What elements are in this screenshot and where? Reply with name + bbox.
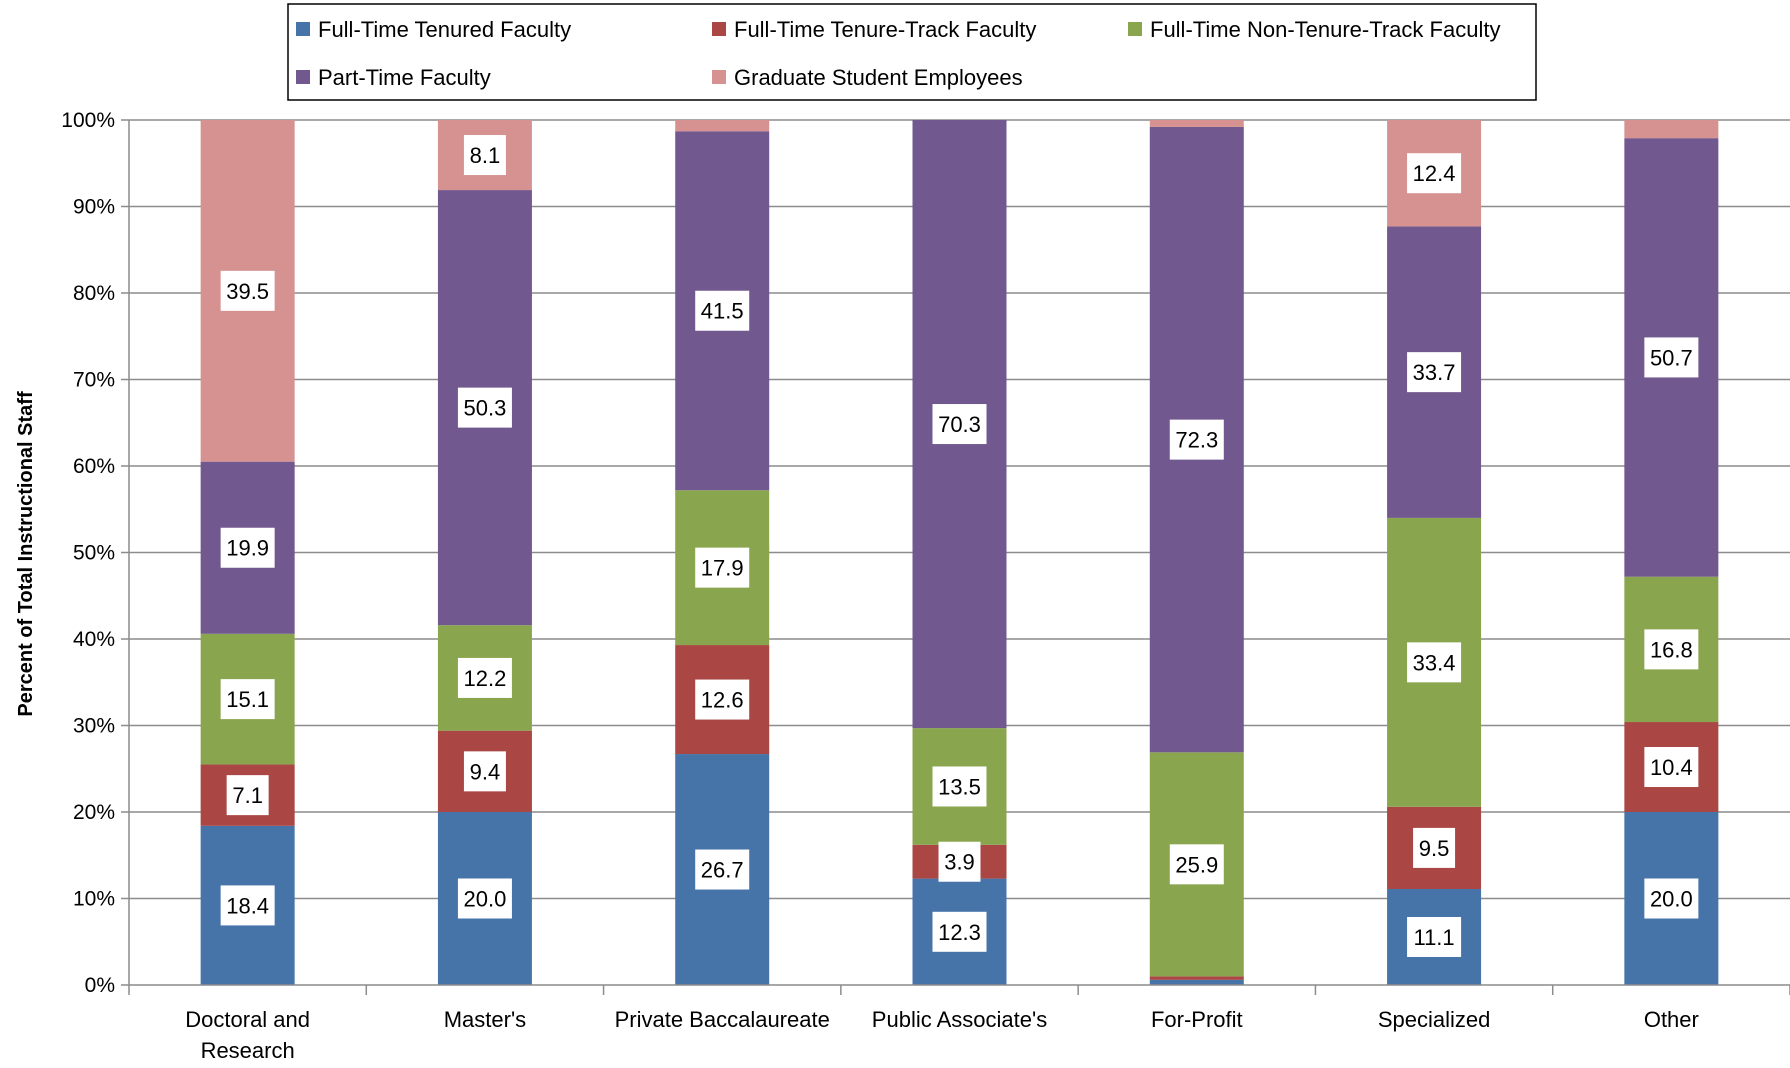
data-label-box [1407, 916, 1462, 957]
data-label-box [463, 751, 506, 792]
y-tick-label: 20% [73, 801, 115, 824]
x-tick-label: Private Baccalaureate [615, 1007, 830, 1032]
data-label-box [695, 547, 750, 588]
data-label: 33.4 [1413, 650, 1456, 675]
data-label: 9.4 [470, 759, 501, 784]
y-tick-label: 80% [73, 282, 115, 305]
data-label: 18.4 [226, 893, 269, 918]
data-label-box [457, 878, 512, 919]
legend-label: Graduate Student Employees [734, 65, 1023, 90]
data-label: 72.3 [1175, 428, 1218, 453]
data-label-box [1644, 878, 1699, 919]
data-label: 50.3 [464, 396, 507, 421]
data-label: 17.9 [701, 556, 744, 581]
bar-segment [1149, 976, 1244, 980]
y-axis-title: Percent of Total Instructional Staff [15, 391, 37, 717]
data-label-box [1644, 747, 1699, 788]
data-labels-layer: 18.4 7.1 15.1 19.9 39.5 20.0 9.4 12.2 50.3 8.1 26.… [220, 135, 1699, 957]
data-label-box [457, 657, 512, 698]
data-label-box [1169, 844, 1224, 885]
data-label-box [1413, 827, 1456, 868]
data-label: 50.7 [1650, 345, 1693, 370]
data-label-box [1407, 352, 1462, 393]
data-label-box [220, 270, 275, 311]
data-label: 15.1 [226, 687, 269, 712]
data-label-box [220, 679, 275, 720]
legend-label: Full-Time Tenured Faculty [318, 17, 571, 42]
bar-segment [1624, 120, 1719, 139]
data-label-box [695, 679, 750, 720]
data-label-box [1644, 337, 1699, 378]
bar-segment [675, 120, 770, 132]
x-tick-label: For-Profit [1151, 1007, 1243, 1032]
data-label: 8.1 [470, 143, 501, 168]
x-tick-label: Doctoral and Research [185, 1007, 310, 1063]
bar-segment [1149, 120, 1244, 127]
data-label: 9.5 [1419, 836, 1450, 861]
data-label: 19.9 [226, 536, 269, 561]
y-tick-label: 30% [73, 715, 115, 738]
data-label: 26.7 [701, 858, 744, 883]
data-label: 33.7 [1413, 360, 1456, 385]
data-label: 20.0 [464, 887, 507, 912]
data-label-box [463, 135, 506, 176]
data-label: 11.1 [1413, 925, 1454, 950]
data-label: 7.1 [232, 783, 263, 808]
data-label-box [1407, 642, 1462, 683]
y-tick-label: 0% [85, 974, 115, 997]
data-label-box [220, 527, 275, 568]
data-label: 10.4 [1650, 755, 1693, 780]
data-label: 39.5 [226, 279, 269, 304]
legend-swatch [1128, 22, 1142, 36]
y-tick-label: 100% [61, 109, 115, 132]
legend: Full-Time Tenured Faculty Full-Time Tenur… [287, 3, 1537, 101]
y-tick-label: 90% [73, 196, 115, 219]
data-label: 12.4 [1413, 161, 1456, 186]
data-label: 16.8 [1650, 637, 1693, 662]
x-tick-label: Master's [444, 1007, 526, 1032]
data-label: 13.5 [938, 774, 981, 799]
data-label-box [220, 885, 275, 926]
y-tick-label: 70% [73, 369, 115, 392]
x-tick-label: Other [1644, 1007, 1699, 1032]
legend-box [287, 3, 1537, 101]
data-label-box [1169, 419, 1224, 460]
data-label-box [695, 290, 750, 331]
y-tick-label: 60% [73, 455, 115, 478]
x-tick-label: Public Associate's [872, 1007, 1047, 1032]
legend-swatch [296, 70, 310, 84]
data-label: 3.9 [944, 850, 975, 875]
data-label: 20.0 [1650, 887, 1693, 912]
data-label-box [932, 404, 987, 445]
x-tick-label: Specialized [1378, 1007, 1491, 1032]
data-label: 12.2 [464, 666, 507, 691]
data-label: 12.6 [701, 688, 744, 713]
bar-segment [1149, 979, 1244, 985]
data-label-box [1644, 629, 1699, 670]
legend-label: Part-Time Faculty [318, 65, 491, 90]
data-label-box [457, 387, 512, 428]
y-tick-label: 10% [73, 888, 115, 911]
data-label: 41.5 [701, 299, 744, 324]
data-label: 25.9 [1175, 852, 1218, 877]
data-label-box [1407, 153, 1462, 194]
legend-swatch [712, 22, 726, 36]
data-label-box [932, 911, 987, 952]
y-tick-label: 50% [73, 542, 115, 565]
data-label: 12.3 [938, 920, 981, 945]
data-label-box [226, 775, 269, 816]
legend-label: Full-Time Tenure-Track Faculty [734, 17, 1036, 42]
axes-layer: 0% 10% 20% 30% 40% 50% 60% 70% 80% 90% 100% Doctora… [61, 109, 1790, 1063]
legend-swatch [296, 22, 310, 36]
data-label-box [932, 766, 987, 807]
y-tick-label: 40% [73, 628, 115, 651]
data-label-box [938, 841, 981, 882]
data-label-box [695, 849, 750, 890]
legend-label: Full-Time Non-Tenure-Track Faculty [1150, 17, 1500, 42]
data-label: 70.3 [938, 412, 981, 437]
legend-swatch [712, 70, 726, 84]
